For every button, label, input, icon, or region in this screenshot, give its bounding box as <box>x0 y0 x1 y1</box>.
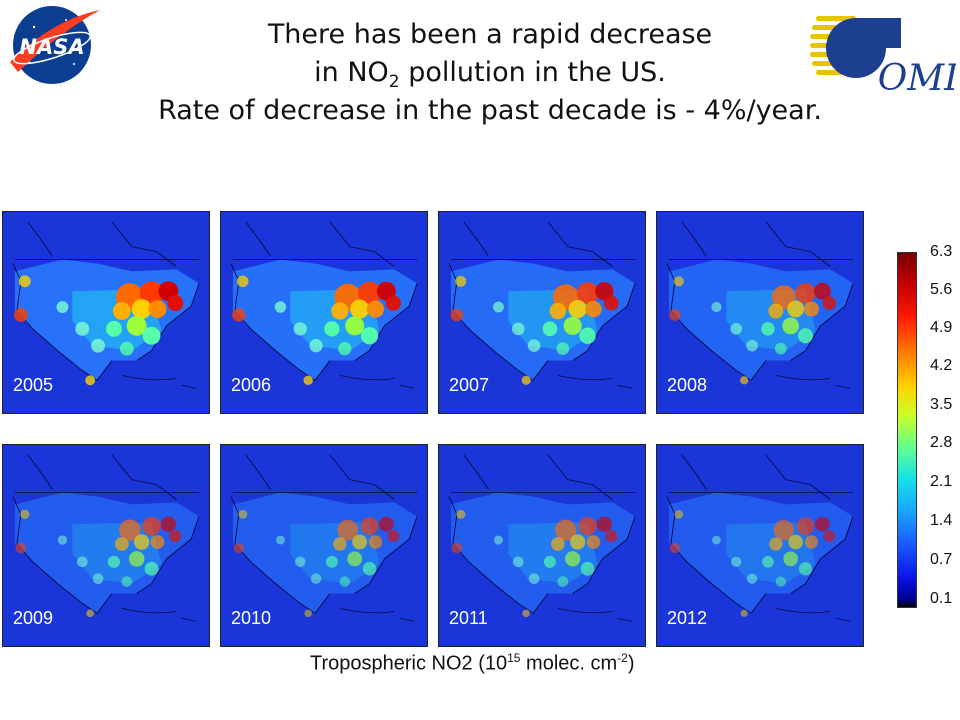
no2-map <box>3 445 209 646</box>
no2-map <box>657 212 863 413</box>
colorbar-tick: 6.3 <box>930 243 953 260</box>
colorbar-tick: 1.4 <box>930 512 953 529</box>
year-label: 2007 <box>449 375 490 395</box>
map-panel-2012: 2012 <box>656 444 864 647</box>
title-line-2: in NO2 pollution in the US. <box>314 57 666 92</box>
colorbar-tick: 5.6 <box>930 281 953 298</box>
slide-title: There has been a rapid decrease in NO2 p… <box>90 16 890 130</box>
year-label: 2012 <box>667 608 708 628</box>
title-line-1: There has been a rapid decrease <box>267 19 713 50</box>
map-panel-2007: 2007 <box>438 211 646 414</box>
no2-map <box>221 212 427 413</box>
colorbar-tick: 0.7 <box>930 551 953 568</box>
year-label: 2008 <box>667 375 708 395</box>
nasa-logo: NASA <box>4 2 104 88</box>
map-panel-2010: 2010 <box>220 444 428 647</box>
nasa-logo-text: NASA <box>19 35 84 59</box>
colorbar-tick: 2.1 <box>930 473 953 490</box>
no2-map <box>3 212 209 413</box>
year-label: 2006 <box>231 375 272 395</box>
no2-map <box>439 212 645 413</box>
no2-map <box>439 445 645 646</box>
map-panel-2006: 2006 <box>220 211 428 414</box>
year-label: 2010 <box>231 608 272 628</box>
year-label: 2011 <box>449 608 488 628</box>
colorbar-tick: 4.2 <box>930 357 953 374</box>
no2-map <box>657 445 863 646</box>
year-label: 2005 <box>13 375 54 395</box>
colorbar-tick: 4.9 <box>930 319 953 336</box>
title-line-3: Rate of decrease in the past decade is -… <box>158 95 822 126</box>
omi-logo-text: OMI <box>878 58 956 98</box>
map-panel-2009: 2009 <box>2 444 210 647</box>
no2-map <box>221 445 427 646</box>
map-panel-2005: 2005 <box>2 211 210 414</box>
omi-logo: OMI <box>806 8 959 99</box>
colorbar-tick: 3.5 <box>930 396 953 413</box>
colorbar-tick: 0.1 <box>930 590 953 607</box>
colorbar <box>897 252 917 608</box>
year-label: 2009 <box>13 608 54 628</box>
colorbar-tick: 2.8 <box>930 434 953 451</box>
map-panel-2008: 2008 <box>656 211 864 414</box>
map-panel-2011: 2011 <box>438 444 646 647</box>
colorbar-label: Tropospheric NO2 (1015 molec. cm-2) <box>310 651 635 675</box>
